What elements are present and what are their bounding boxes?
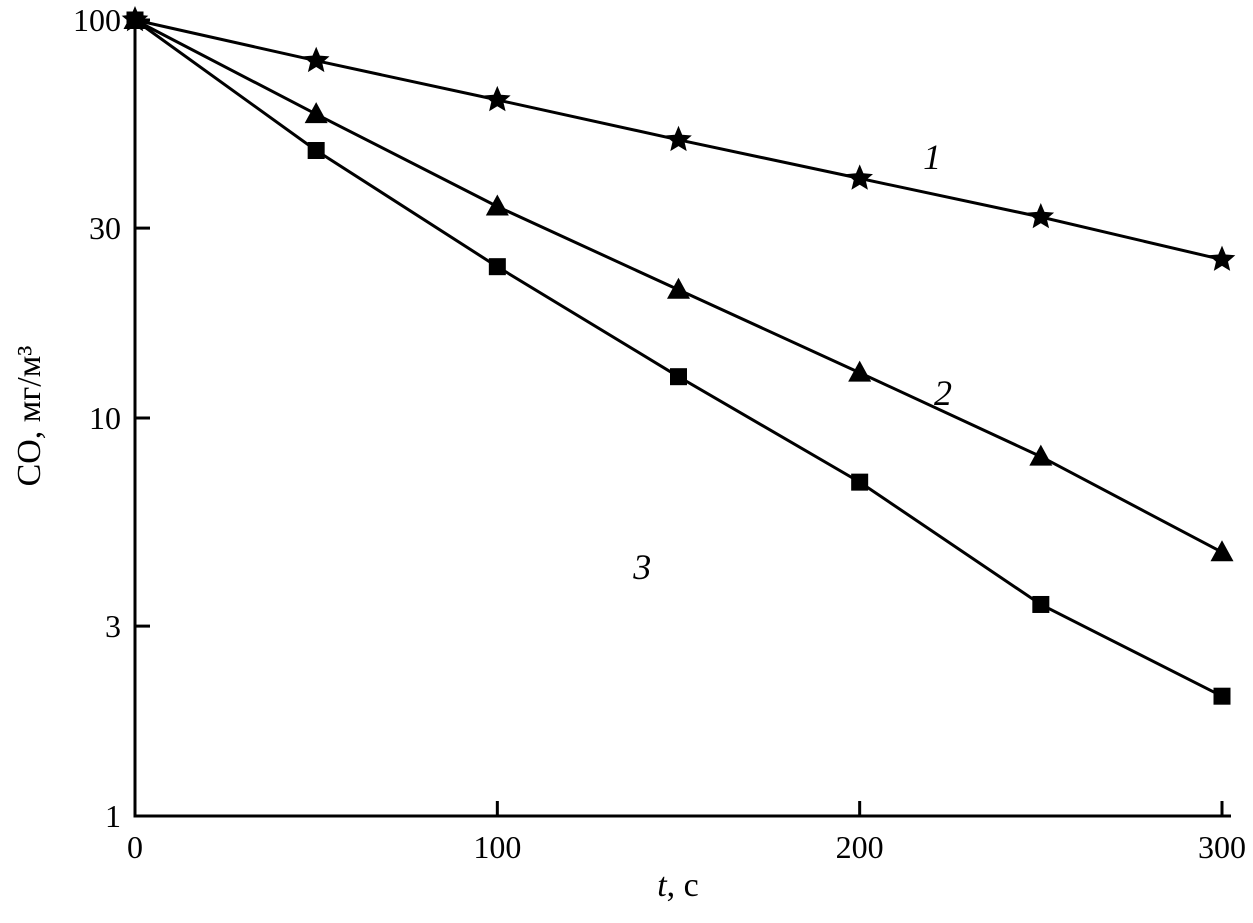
series-3-marker [1213,687,1231,705]
series-label-2: 2 [934,373,952,413]
x-tick-label: 0 [127,829,143,865]
series-1-marker [484,85,511,112]
series-1-marker [1208,245,1236,271]
y-tick-label: 3 [105,608,121,644]
x-axis-label: t, с [657,867,699,905]
series-2-marker [304,102,328,124]
series-2-marker [1210,540,1234,562]
series-3-marker [851,473,869,491]
series-3-marker [670,368,687,386]
series-1-marker [665,125,692,152]
y-tick-label: 10 [89,400,121,436]
series-3-marker [1032,595,1050,613]
series-2-marker [667,277,690,299]
series-1-marker [1027,203,1055,229]
x-tick-label: 300 [1198,829,1246,865]
series-label-1: 1 [923,137,941,177]
x-tick-label: 100 [473,829,521,865]
series-3-marker [307,142,325,160]
y-tick-label: 100 [73,2,121,38]
series-2-marker [485,194,509,216]
series-2-marker [848,360,872,382]
series-1-marker [302,46,330,73]
x-tick-label: 200 [836,829,884,865]
x-axis-label-unit: , с [666,867,699,904]
series-3-marker [488,258,506,276]
series-1-marker [846,164,873,190]
series-2-marker [1029,444,1053,466]
series-label-3: 3 [632,547,651,587]
x-axis-label-variable: t [657,867,667,904]
y-tick-label: 1 [105,798,121,834]
series-3-line [134,18,1223,698]
y-tick-label: 30 [89,210,121,246]
y-axis-label-text: CO, мг/м³ [11,345,48,487]
y-axis-label: CO, мг/м³ [11,346,49,487]
